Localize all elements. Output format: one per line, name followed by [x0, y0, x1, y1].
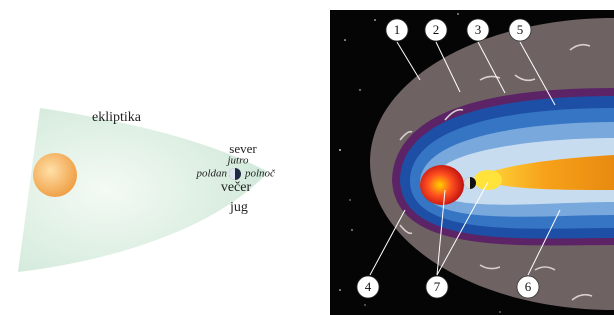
left-panel: ekliptika sever jutro poldan polnoč veče…	[18, 108, 276, 272]
hot-region	[474, 170, 502, 190]
evening-label: večer	[221, 180, 252, 195]
callout: 6	[525, 279, 532, 294]
noon-label: poldan	[195, 168, 227, 180]
callout: 4	[365, 279, 372, 294]
callout: 3	[475, 22, 482, 37]
plane-label: ekliptika	[92, 110, 142, 125]
south-label: jug	[229, 200, 248, 215]
right-panel: 1 2 3 5 4 7 6	[330, 10, 614, 315]
callout: 1	[394, 22, 401, 37]
callout: 7	[434, 279, 441, 294]
morning-label: jutro	[226, 155, 249, 167]
sun	[33, 153, 77, 197]
callout: 5	[517, 22, 524, 37]
figure: ekliptika sever jutro poldan polnoč veče…	[0, 0, 614, 315]
midnight-label: polnoč	[244, 168, 276, 180]
callout: 2	[433, 22, 440, 37]
ring-current	[420, 165, 464, 205]
